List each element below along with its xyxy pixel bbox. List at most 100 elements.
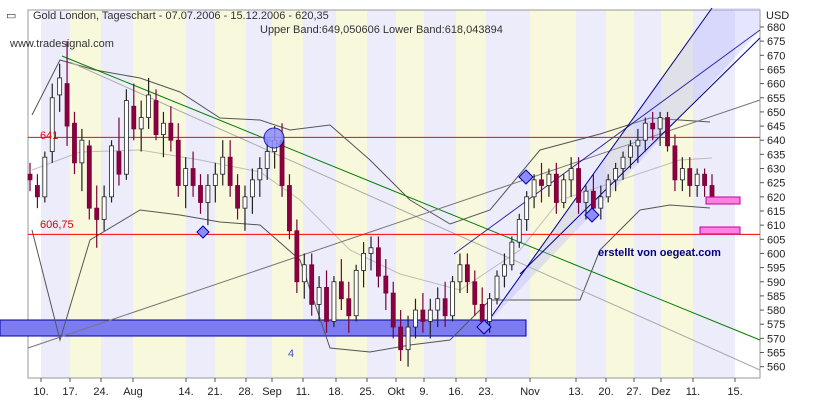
ohlc-bar [301, 253, 307, 299]
ohlc-bar [368, 236, 374, 271]
ohlc-bar [205, 174, 211, 226]
y-tick-label: 630 [767, 164, 785, 176]
ohlc-bar [146, 77, 152, 129]
y-tick-label: 570 [767, 333, 785, 345]
x-tick-label: 21. [207, 386, 222, 398]
ohlc-bars [27, 41, 715, 367]
x-tick-label: 15. [727, 386, 742, 398]
ohlc-bar [383, 259, 389, 311]
ohlc-bar [687, 157, 693, 197]
week-stripe [101, 10, 133, 378]
x-tick-label: 25. [359, 386, 374, 398]
y-tick-label: 625 [767, 178, 785, 190]
ohlc-bar [161, 111, 166, 158]
ohlc-bar [131, 83, 137, 141]
y-tick-label: 560 [767, 362, 785, 374]
ohlc-bar [531, 174, 537, 209]
x-tick-label: 24. [93, 386, 108, 398]
x-tick-label: Aug [123, 386, 143, 398]
level-label-low: 606,75 [40, 219, 74, 231]
ohlc-bar [94, 185, 100, 248]
ohlc-bar [635, 128, 641, 163]
ohlc-bar [665, 111, 670, 152]
ohlc-bar [109, 140, 114, 203]
diamond-marker-4 [584, 207, 600, 223]
y-tick-label: 650 [767, 107, 785, 119]
y-tick-label: 680 [767, 22, 785, 34]
ohlc-bar [257, 157, 263, 197]
currency-label: USD [766, 10, 789, 22]
ohlc-bar [242, 185, 248, 231]
ohlc-bar [153, 89, 159, 141]
ohlc-bar [57, 63, 63, 112]
week-stripe [336, 10, 367, 378]
diamond-marker-1 [196, 225, 210, 239]
ohlc-bar [27, 162, 33, 192]
ohlc-bar [190, 151, 196, 197]
y-tick-label: 605 [767, 234, 785, 246]
ohlc-bar [338, 259, 344, 311]
bollinger-lower-band [31, 204, 711, 353]
gray-downtrend-line [69, 61, 761, 371]
y-tick-label: 580 [767, 305, 785, 317]
x-tick-label: 9. [419, 386, 428, 398]
ohlc-bar [324, 270, 329, 333]
ohlc-bar [464, 253, 470, 294]
week-stripe [606, 10, 634, 378]
ohlc-bar [212, 162, 218, 203]
ohlc-bar [694, 168, 700, 197]
ohlc-bar [642, 117, 648, 152]
ohlc-bar [101, 185, 107, 231]
ohlc-bar [442, 281, 448, 328]
week-stripe [486, 10, 530, 378]
y-tick-label: 675 [767, 36, 785, 48]
x-tick-label: 17. [62, 386, 77, 398]
ohlc-bar [249, 168, 255, 214]
time-stripes [41, 10, 735, 378]
ohlc-bar [72, 111, 77, 175]
x-tick-label: 11. [686, 386, 700, 398]
y-tick-label: 575 [767, 319, 785, 331]
y-tick-label: 595 [767, 263, 785, 275]
ohlc-bar [398, 310, 404, 362]
ohlc-bar [376, 236, 381, 288]
ohlc-bar [590, 174, 596, 214]
y-tick-label: 660 [767, 79, 785, 91]
x-tick-label: 18. [328, 386, 343, 398]
ohlc-bar [650, 111, 656, 141]
ohlc-bar [390, 281, 396, 339]
ohlc-bar [679, 157, 685, 192]
ohlc-bar [353, 264, 359, 322]
y-tick-label: 590 [767, 277, 785, 289]
week-stripe [530, 10, 576, 378]
week-stripe [133, 10, 186, 378]
credit-text: erstellt von oegeat.com [598, 247, 721, 259]
ohlc-bar [561, 174, 567, 209]
week-stripe [70, 10, 101, 378]
x-tick-label: 27. [626, 386, 641, 398]
x-tick-label: Okt [387, 386, 404, 398]
ohlc-bar [227, 140, 233, 197]
chart-title: Gold London, Tageschart - 07.07.2006 - 1… [33, 10, 329, 22]
ohlc-bar [524, 191, 530, 231]
x-tick-label: Nov [520, 386, 540, 398]
x-tick-label: 20. [598, 386, 613, 398]
watermark: www.tradesignal.com [9, 38, 114, 50]
x-tick-label: 11. [296, 386, 310, 398]
ohlc-bar [264, 140, 270, 180]
y-tick-label: 645 [767, 121, 785, 133]
y-tick-label: 615 [767, 206, 785, 218]
ohlc-bar [35, 174, 40, 209]
x-tick-label: 23. [478, 386, 493, 398]
ohlc-bar [605, 174, 611, 203]
ohlc-bar [331, 276, 337, 328]
ohlc-bar [86, 140, 92, 220]
y-tick-label: 670 [767, 50, 785, 62]
ohlc-bar [472, 270, 478, 316]
ohlc-bar [346, 281, 352, 333]
ohlc-bar [509, 236, 515, 271]
level-label-high: 641 [40, 130, 58, 142]
y-tick-label: 585 [767, 291, 785, 303]
bands-readout: Upper Band:649,050606 Lower Band:618,043… [260, 24, 503, 36]
x-tick-label: Sep [262, 386, 282, 398]
